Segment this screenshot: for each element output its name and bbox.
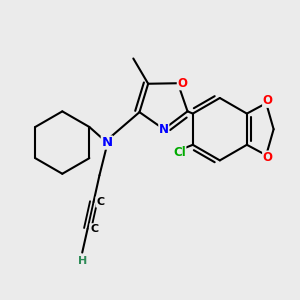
Text: C: C — [90, 224, 98, 234]
Text: Cl: Cl — [173, 146, 186, 159]
Text: N: N — [101, 136, 112, 149]
Text: C: C — [96, 197, 104, 207]
Text: O: O — [177, 77, 187, 90]
Text: N: N — [159, 123, 169, 136]
Text: O: O — [263, 151, 273, 164]
Text: H: H — [78, 256, 87, 266]
Text: O: O — [263, 94, 273, 107]
